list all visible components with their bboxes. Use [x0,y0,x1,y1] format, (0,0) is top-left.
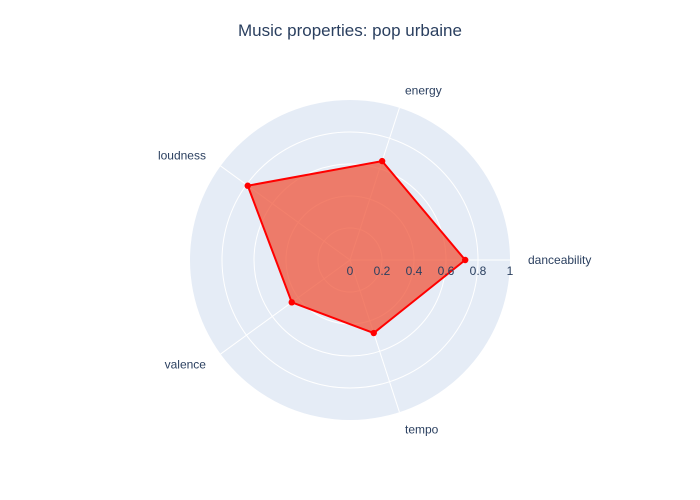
radial-tick-label: 0.8 [470,264,487,278]
data-point-tempo [370,329,377,337]
category-label-danceability: danceability [528,253,591,267]
radial-tick-label: 0.6 [438,264,455,278]
radial-tick-label: 0.4 [406,264,423,278]
radial-tick-label: 0 [347,264,354,278]
chart-title: Music properties: pop urbaine [238,21,462,40]
data-point-valence [288,299,295,306]
category-label-tempo: tempo [405,422,439,436]
polar-plot-area: 0 0.2 0.4 0.6 0.8 1 danceability energy loudness… [158,84,591,437]
radial-tick-label: 0.2 [374,264,391,278]
series-polygon-0 [246,160,467,335]
category-label-valence: valence [165,358,207,372]
data-point-loudness [244,182,251,189]
category-label-loudness: loudness [158,148,206,162]
data-point-danceability [462,256,469,264]
category-label-energy: energy [405,84,442,98]
radial-tick-label: 1 [507,264,514,278]
data-point-energy [378,157,386,165]
